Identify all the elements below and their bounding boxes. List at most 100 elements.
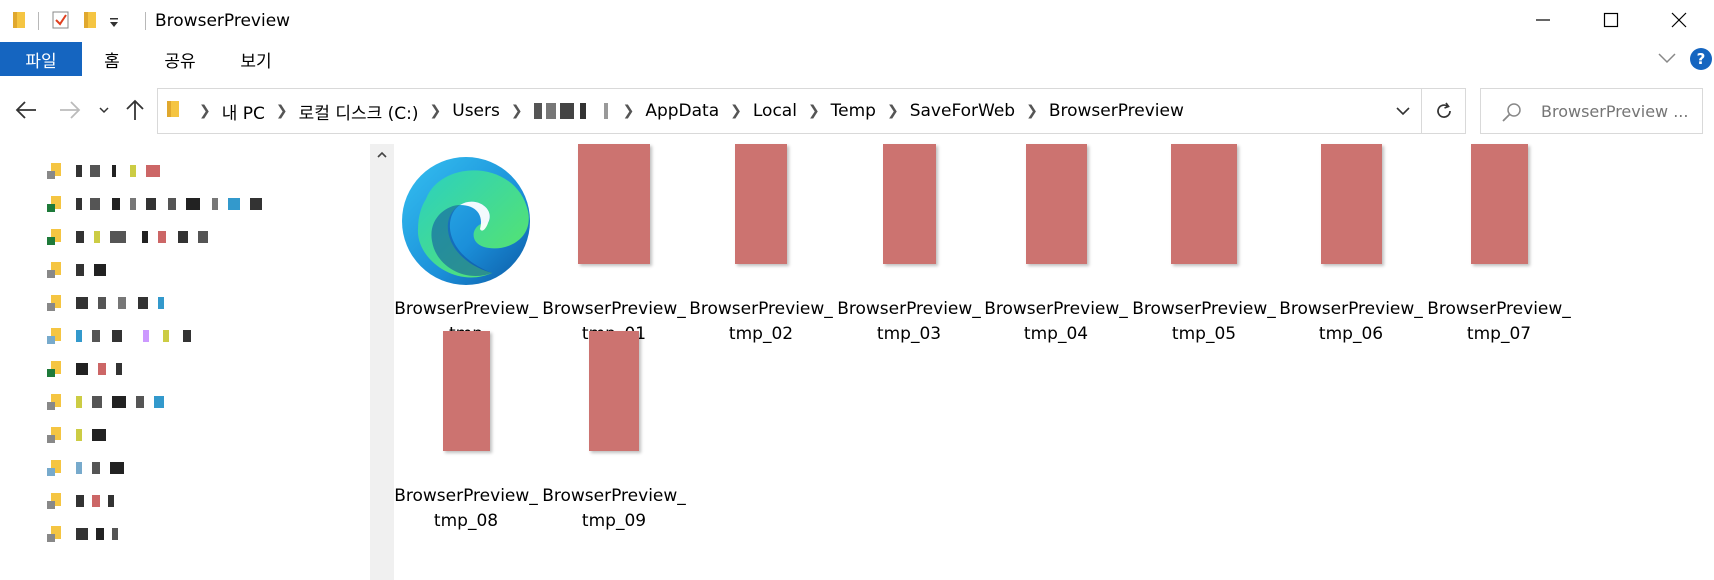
sidebar-item[interactable] (46, 453, 376, 483)
html-file-thumbnail (539, 144, 689, 294)
address-history-button[interactable] (1388, 89, 1418, 133)
address-bar[interactable]: ❯ 내 PC ❯ 로컬 디스크 (C:) ❯ Users ❯ ❯ AppData… (157, 88, 1422, 134)
breadcrumb-appdata[interactable]: AppData (645, 101, 720, 121)
thumbnail-preview (442, 331, 490, 451)
search-input[interactable] (1541, 89, 1701, 133)
sidebar-item[interactable] (46, 354, 376, 384)
quick-access-folder-icon (46, 162, 64, 180)
sidebar-item-label-redacted (76, 526, 118, 542)
file-item[interactable]: BrowserPreview_ tmp_02 (686, 144, 836, 344)
up-button[interactable] (124, 98, 146, 122)
file-item[interactable]: BrowserPreview_tmp_01 (539, 144, 689, 344)
back-button[interactable] (14, 98, 38, 122)
recent-locations-button[interactable] (98, 104, 110, 116)
file-name-line1: BrowserPreview_ (984, 299, 1128, 319)
title-separator (38, 12, 39, 30)
html-file-thumbnail (686, 144, 836, 294)
file-item[interactable]: BrowserPreview_ tmp_06 (1276, 144, 1426, 344)
folder-icon[interactable] (12, 10, 28, 34)
customize-quick-access-icon[interactable] (108, 14, 120, 33)
quick-access-folder-icon (46, 228, 64, 246)
breadcrumb-separator-icon[interactable]: ❯ (807, 103, 820, 119)
breadcrumb-separator-icon[interactable]: ❯ (730, 103, 742, 119)
breadcrumb-user-redacted[interactable] (533, 103, 612, 119)
tab-view[interactable]: 보기 (240, 51, 272, 72)
sidebar-item[interactable] (46, 519, 376, 549)
breadcrumb-separator-icon[interactable]: ❯ (199, 103, 211, 119)
file-name: BrowserPreview_ tmp_05 (1123, 297, 1285, 347)
window-title: BrowserPreview (155, 11, 291, 31)
tab-file[interactable]: 파일 (0, 42, 82, 76)
quick-access-folder-icon (46, 426, 64, 444)
sidebar-item[interactable] (46, 156, 376, 186)
properties-icon[interactable] (52, 10, 70, 34)
sidebar-item-label-redacted (76, 196, 262, 212)
sidebar-item[interactable] (46, 189, 376, 219)
sidebar-item[interactable] (46, 486, 376, 516)
sidebar-item-label-redacted (76, 295, 164, 311)
new-folder-icon[interactable] (82, 10, 98, 34)
file-name: BrowserPreview_ tmp_09 (533, 484, 695, 534)
refresh-icon (1436, 102, 1451, 118)
file-item[interactable]: BrowserPreview_ tmp_09 (539, 331, 689, 531)
chevron-up-icon (377, 151, 387, 158)
tab-share[interactable]: 공유 (164, 51, 196, 72)
file-item[interactable]: BrowserPreview_ tmp_03 (834, 144, 984, 344)
breadcrumb-browserpreview[interactable]: BrowserPreview (1048, 101, 1184, 121)
sidebar-item-label-redacted (76, 361, 122, 377)
file-name-line2: tmp_02 (728, 324, 794, 344)
thumbnail-preview (1320, 144, 1382, 264)
chevron-down-icon (1396, 107, 1410, 116)
file-name-line1: BrowserPreview_ (394, 486, 538, 506)
file-name-line2: tmp_07 (1466, 324, 1532, 344)
file-item[interactable]: BrowserPreview_ tmp_08 (391, 331, 541, 531)
file-list: BrowserPreview_tmpBrowserPreview_tmp_01B… (394, 144, 1714, 580)
sidebar-item[interactable] (46, 387, 376, 417)
breadcrumb-local[interactable]: Local (752, 101, 797, 121)
refresh-button[interactable] (1422, 88, 1466, 134)
thumbnail-preview (1470, 144, 1528, 264)
file-name-line2: tmp_08 (433, 511, 499, 531)
tab-home[interactable]: 홈 (104, 51, 120, 72)
breadcrumb-saveforweb[interactable]: SaveForWeb (909, 101, 1016, 121)
sidebar-item[interactable] (46, 321, 376, 351)
breadcrumb-separator-icon[interactable]: ❯ (622, 103, 635, 119)
maximize-button[interactable] (1578, 0, 1644, 40)
sidebar-item[interactable] (46, 222, 376, 252)
breadcrumb-separator-icon[interactable]: ❯ (429, 103, 442, 119)
chevron-down-icon (99, 107, 109, 114)
breadcrumb-separator-icon[interactable]: ❯ (275, 103, 288, 119)
sidebar-item-label-redacted (76, 493, 114, 509)
breadcrumb-local-disk[interactable]: 로컬 디스크 (C:) (298, 103, 419, 124)
file-name-line1: BrowserPreview_ (542, 486, 686, 506)
file-name: BrowserPreview_ tmp_04 (975, 297, 1137, 347)
file-item[interactable]: BrowserPreview_ tmp_05 (1129, 144, 1279, 344)
sidebar-item[interactable] (46, 420, 376, 450)
breadcrumb-separator-icon[interactable]: ❯ (510, 103, 523, 119)
sidebar-item-label-redacted (76, 460, 124, 476)
breadcrumb-temp[interactable]: Temp (830, 101, 876, 121)
expand-ribbon-icon[interactable] (1657, 50, 1677, 69)
sidebar-item[interactable] (46, 288, 376, 318)
file-item[interactable]: BrowserPreview_tmp (391, 144, 541, 344)
scroll-up-button[interactable] (370, 144, 394, 166)
breadcrumb-users[interactable]: Users (452, 101, 500, 121)
thumbnail-preview (1171, 144, 1237, 264)
ribbon-tabs: 파일 홈 공유 보기 ? (0, 40, 1714, 78)
maximize-icon (1603, 12, 1619, 28)
breadcrumb-separator-icon[interactable]: ❯ (1026, 103, 1038, 119)
file-item[interactable]: BrowserPreview_ tmp_04 (981, 144, 1131, 344)
breadcrumb-separator-icon[interactable]: ❯ (886, 103, 899, 119)
forward-button[interactable] (58, 98, 82, 122)
close-button[interactable] (1646, 0, 1712, 40)
breadcrumb-this-pc[interactable]: 내 PC (221, 103, 265, 124)
minimize-button[interactable] (1510, 0, 1576, 40)
file-item[interactable]: BrowserPreview_ tmp_07 (1424, 144, 1574, 344)
navigation-pane-scrollbar[interactable] (370, 144, 394, 580)
thumbnail-preview (735, 144, 787, 264)
quick-access-folder-icon (46, 195, 64, 213)
search-box[interactable] (1480, 88, 1703, 134)
help-icon[interactable]: ? (1690, 48, 1712, 70)
sidebar-item[interactable] (46, 255, 376, 285)
thumbnail-preview (589, 331, 639, 451)
